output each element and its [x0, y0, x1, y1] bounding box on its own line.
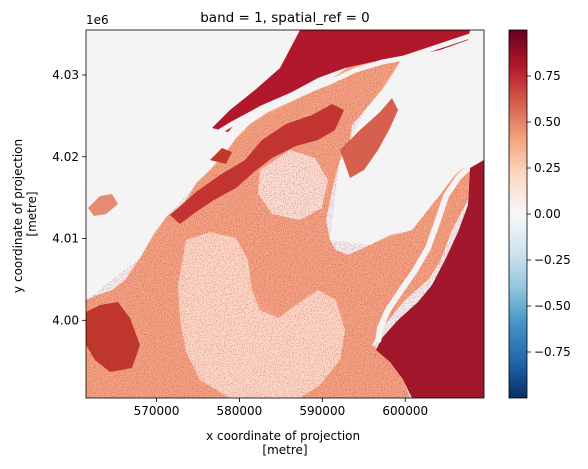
chart-title: band = 1, spatial_ref = 0 [200, 10, 370, 26]
colorbar-tick-label: −0.25 [534, 253, 571, 267]
raster-w-patch [88, 194, 118, 216]
x-axis-label: x coordinate of projection [metre] [206, 429, 364, 457]
raster-river-north [204, 33, 471, 143]
raster-texture-light [186, 238, 345, 398]
x-tick-label: 600000 [382, 404, 428, 418]
colorbar-tick-label: −0.50 [534, 299, 571, 313]
x-axis-ticks: 570000 580000 590000 600000 [134, 398, 428, 418]
y-tick-label: 4.00 [52, 313, 79, 327]
raster-nw-patch [210, 148, 232, 164]
plot-frame [85, 29, 485, 399]
y-axis-offset-label: 1e6 [86, 13, 109, 27]
colorbar [508, 29, 528, 399]
colorbar-tick-label: 0.00 [534, 207, 561, 221]
y-axis-label: y coordinate of projection [metre] [11, 135, 39, 293]
colorbar-tick-label: 0.25 [534, 161, 561, 175]
raster-river-east [375, 165, 471, 343]
x-tick-label: 590000 [299, 404, 345, 418]
y-axis-ticks: 4.00 4.01 4.02 4.03 [52, 68, 86, 327]
colorbar-tick-label: 0.50 [534, 115, 561, 129]
colorbar-ticks: −0.75 −0.50 −0.25 0.00 0.25 0.50 0.75 [527, 69, 571, 359]
raster-image [86, 30, 484, 398]
x-tick-label: 570000 [134, 404, 180, 418]
y-tick-label: 4.03 [52, 68, 79, 82]
colorbar-tick-label: 0.75 [534, 69, 561, 83]
colorbar-tick-label: −0.75 [534, 345, 571, 359]
x-tick-label: 580000 [216, 404, 262, 418]
raster-dark-region-ne-hills [340, 98, 398, 178]
y-tick-label: 4.02 [52, 150, 79, 164]
y-tick-label: 4.01 [52, 232, 79, 246]
